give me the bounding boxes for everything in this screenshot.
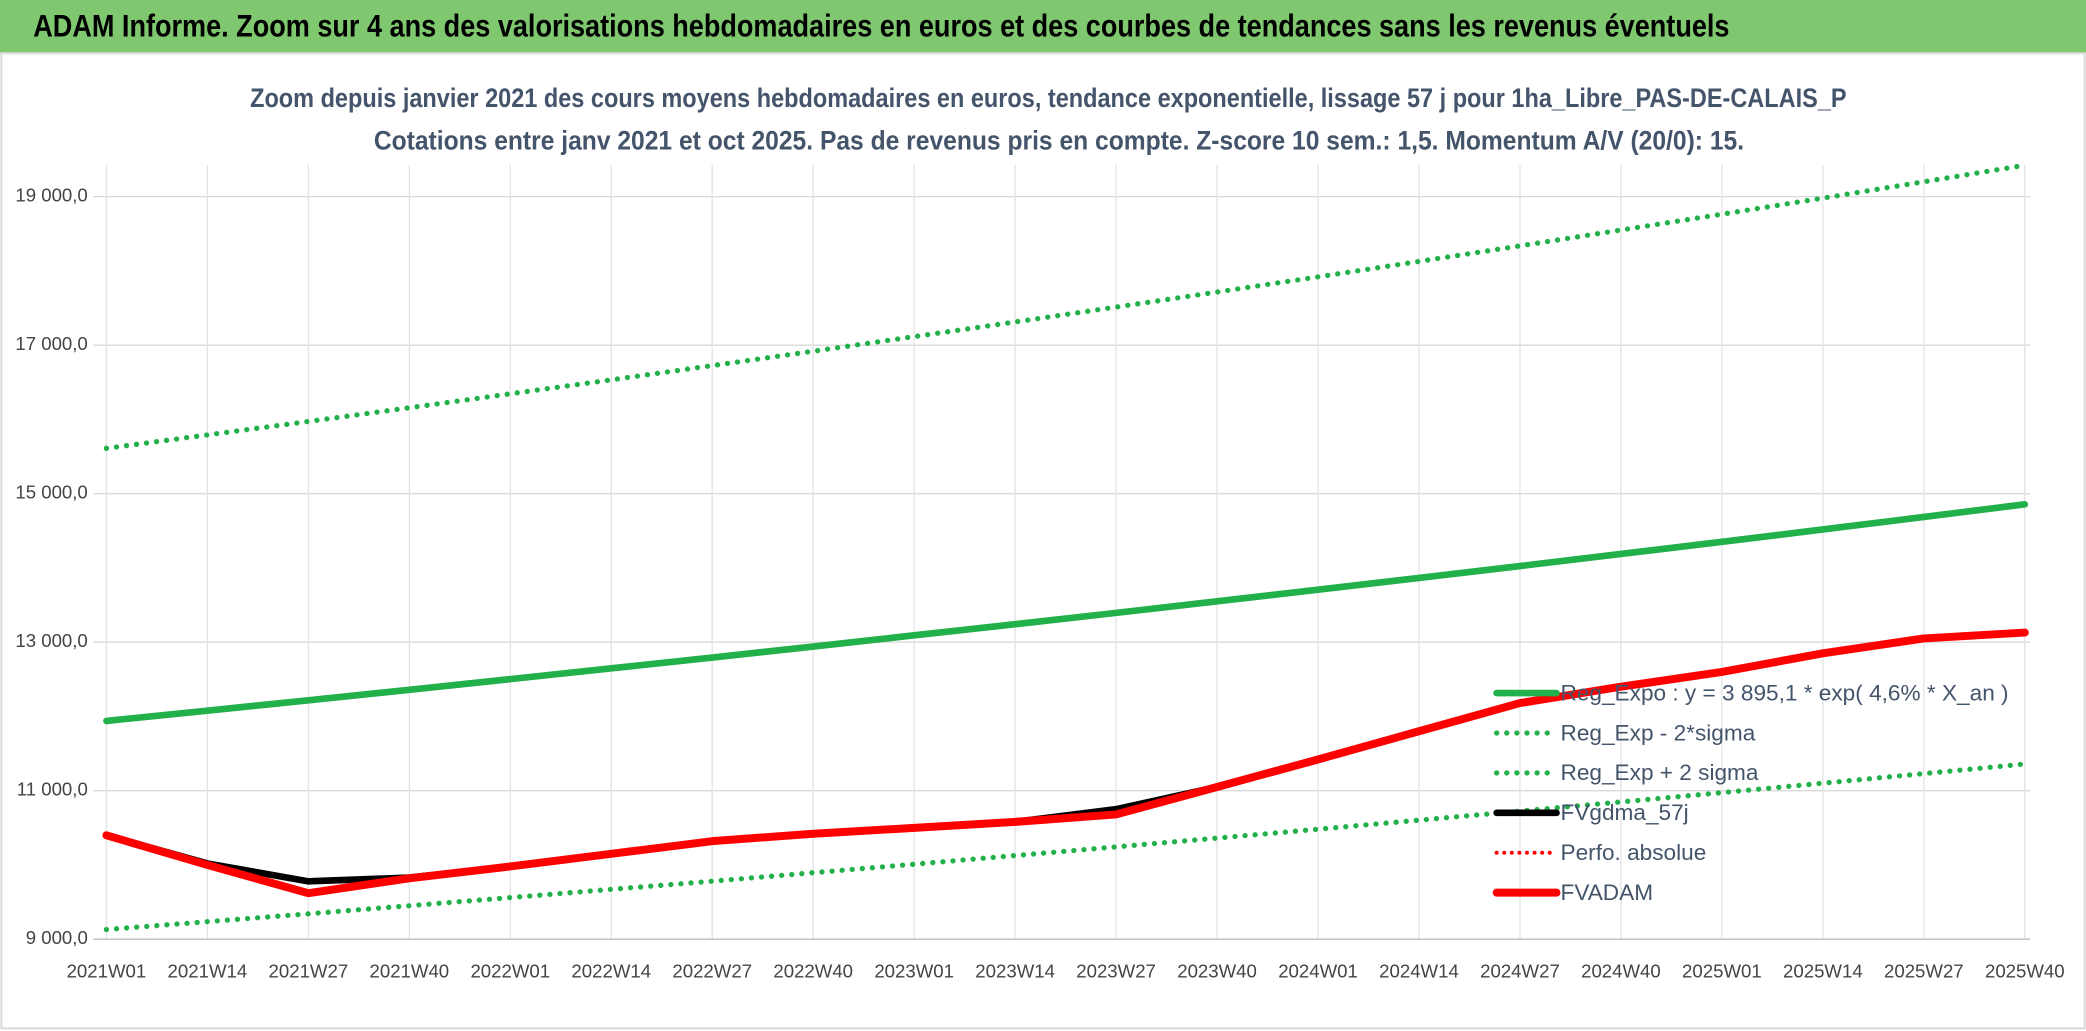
y-tick-label: 17 000,0 <box>15 333 87 354</box>
series-line <box>104 630 2027 896</box>
x-tick-label: 2022W14 <box>571 960 651 981</box>
x-tick-label: 2021W27 <box>269 960 349 981</box>
header-bar <box>0 0 2086 54</box>
series-line <box>103 162 2028 451</box>
x-tick-label: 2021W14 <box>168 960 248 981</box>
chart-subtitle: Cotations entre janv 2021 et oct 2025. P… <box>374 125 1744 155</box>
legend-label: FVADAM <box>1561 880 1654 905</box>
x-tick-label: 2022W40 <box>773 960 853 981</box>
y-tick-label: 11 000,0 <box>17 779 88 800</box>
x-tick-label: 2022W01 <box>470 960 550 981</box>
x-tick-label: 2023W40 <box>1177 960 1257 981</box>
x-tick-label: 2024W14 <box>1379 960 1459 981</box>
legend-label: FVgdma_57j <box>1561 800 1689 825</box>
x-tick-label: 2025W14 <box>1783 960 1863 981</box>
x-tick-label: 2023W14 <box>975 960 1055 981</box>
x-tick-label: 2024W27 <box>1480 960 1560 981</box>
x-tick-label: 2021W40 <box>369 960 449 981</box>
series-line <box>103 761 2028 933</box>
y-tick-label: 19 000,0 <box>15 185 87 206</box>
x-tick-label: 2023W01 <box>874 960 954 981</box>
chart-subtitle: Zoom depuis janvier 2021 des cours moyen… <box>250 83 1846 113</box>
x-tick-label: 2025W27 <box>1884 960 1964 981</box>
y-tick-label: 9 000,0 <box>26 927 88 948</box>
chart-border <box>0 52 2086 1030</box>
legend-label: Reg_Exp - 2*sigma <box>1561 720 1756 745</box>
x-tick-label: 2024W40 <box>1581 960 1661 981</box>
x-tick-label: 2025W01 <box>1682 960 1762 981</box>
y-tick-label: 13 000,0 <box>15 630 87 651</box>
x-tick-label: 2021W01 <box>67 960 147 981</box>
x-tick-label: 2023W27 <box>1076 960 1156 981</box>
y-tick-label: 15 000,0 <box>15 482 87 503</box>
legend-label: Reg_Exp + 2 sigma <box>1561 760 1759 785</box>
series-line <box>103 500 2029 725</box>
x-tick-label: 2024W01 <box>1278 960 1358 981</box>
legend-label: Perfo. absolue <box>1561 840 1707 865</box>
chart-title: ADAM Informe. Zoom sur 4 ans des valoris… <box>33 7 1729 43</box>
x-tick-label: 2022W27 <box>672 960 752 981</box>
legend-label: Reg_Expo : y = 3 895,1 * exp( 4,6% * X_a… <box>1561 680 2009 705</box>
x-tick-label: 2025W40 <box>1985 960 2065 981</box>
